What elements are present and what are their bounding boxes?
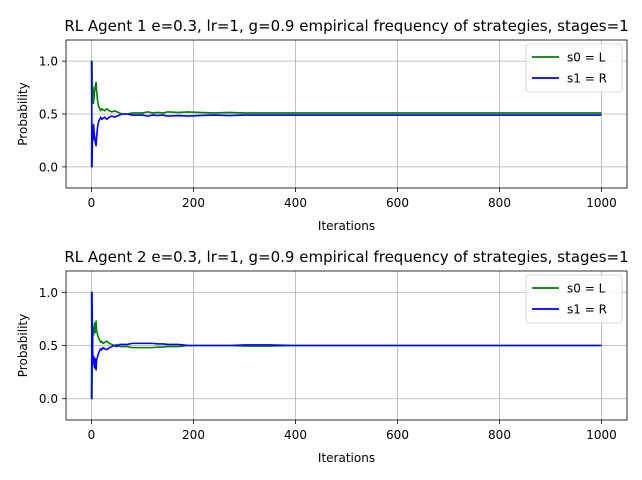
y-axis-label: Probability [16, 314, 30, 377]
legend: s0 = L s1 = R [525, 274, 623, 324]
chart-panel-1: RL Agent 1 e=0.3, lr=1, g=0.9 empirical … [16, 17, 629, 233]
x-tick-label: 600 [386, 196, 409, 210]
y-tick-label: 1.0 [39, 55, 58, 69]
y-tick-label: 0.0 [39, 392, 58, 406]
x-tick-label: 0 [88, 428, 96, 442]
x-tick-label: 600 [386, 428, 409, 442]
legend-label: s0 = L [567, 51, 606, 65]
legend-label: s1 = R [567, 72, 607, 86]
y-axis-label: Probability [16, 82, 30, 145]
series-line-s1 [90, 291, 602, 399]
x-tick-label: 1000 [586, 428, 617, 442]
legend-box [525, 274, 623, 324]
x-tick-label: 0 [88, 196, 96, 210]
chart-panel-2: RL Agent 2 e=0.3, lr=1, g=0.9 empirical … [16, 248, 629, 465]
x-tick-label: 400 [284, 196, 307, 210]
series-line-s0 [90, 60, 602, 167]
legend: s0 = L s1 = R [525, 43, 623, 93]
y-tick-label: 0.0 [39, 160, 58, 174]
series-line-s1 [90, 61, 602, 168]
legend-box [525, 43, 623, 93]
x-axis-label: Iterations [318, 451, 375, 465]
x-tick-label: 1000 [586, 196, 617, 210]
legend-label: s0 = L [567, 282, 606, 296]
y-tick-label: 0.5 [39, 339, 58, 353]
y-tick-label: 0.5 [39, 108, 58, 122]
chart-title: RL Agent 2 e=0.3, lr=1, g=0.9 empirical … [64, 248, 628, 266]
chart-title: RL Agent 1 e=0.3, lr=1, g=0.9 empirical … [64, 17, 628, 35]
x-tick-label: 800 [488, 196, 511, 210]
y-tick-label: 1.0 [39, 286, 58, 300]
x-tick-label: 400 [284, 428, 307, 442]
x-tick-label: 200 [182, 428, 205, 442]
x-tick-label: 800 [488, 428, 511, 442]
legend-label: s1 = R [567, 303, 607, 317]
x-tick-label: 200 [182, 196, 205, 210]
series-line-s0 [90, 292, 602, 400]
x-axis-label: Iterations [318, 219, 375, 233]
